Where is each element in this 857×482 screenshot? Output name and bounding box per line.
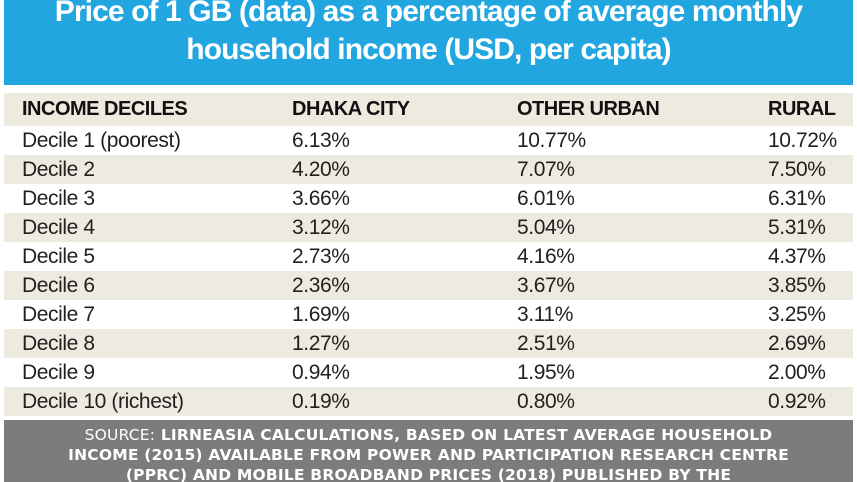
column-header-rural: RURAL (768, 98, 836, 120)
rural-value: 10.72% (768, 128, 837, 152)
other-urban-value: 6.01% (517, 186, 575, 210)
dhaka-city-value: 1.27% (292, 331, 350, 355)
dhaka-city-value: 0.94% (292, 360, 350, 384)
table-body: Decile 1 (poorest) 6.13% 10.77% 10.72% D… (4, 126, 853, 416)
source-line-3: (PPRC) AND MOBILE BROADBAND PRICES (2018… (125, 466, 732, 482)
rural-value: 0.92% (768, 389, 826, 413)
dhaka-city-value: 3.12% (292, 215, 350, 239)
other-urban-value: 1.95% (517, 360, 575, 384)
decile-label: Decile 5 (22, 244, 95, 268)
rural-value: 5.31% (768, 215, 826, 239)
rural-value: 3.25% (768, 302, 826, 326)
source-text-1: LIRNEASIA CALCULATIONS, BASED ON LATEST … (160, 426, 773, 444)
dhaka-city-value: 0.19% (292, 389, 350, 413)
table-row: Decile 10 (richest) 0.19% 0.80% 0.92% (4, 387, 853, 416)
decile-label: Decile 9 (22, 360, 95, 384)
title-banner: Price of 1 GB (data) as a percentage of … (4, 0, 853, 85)
column-header-dhaka-city: DHAKA CITY (292, 98, 410, 120)
table-header-row: INCOME DECILES DHAKA CITY OTHER URBAN RU… (4, 93, 853, 126)
table-row: Decile 9 0.94% 1.95% 2.00% (4, 358, 853, 387)
dhaka-city-value: 3.66% (292, 186, 350, 210)
table-row: Decile 1 (poorest) 6.13% 10.77% 10.72% (4, 126, 853, 155)
decile-label: Decile 4 (22, 215, 95, 239)
other-urban-value: 10.77% (517, 128, 586, 152)
other-urban-value: 3.11% (517, 302, 573, 326)
other-urban-value: 7.07% (517, 157, 575, 181)
income-deciles-table: INCOME DECILES DHAKA CITY OTHER URBAN RU… (4, 93, 853, 416)
table-row: Decile 6 2.36% 3.67% 3.85% (4, 271, 853, 300)
dhaka-city-value: 1.69% (292, 302, 350, 326)
table-row: Decile 2 4.20% 7.07% 7.50% (4, 155, 853, 184)
decile-label: Decile 6 (22, 273, 95, 297)
other-urban-value: 2.51% (517, 331, 575, 355)
decile-label: Decile 2 (22, 157, 95, 181)
dhaka-city-value: 4.20% (292, 157, 350, 181)
source-line-2: INCOME (2015) AVAILABLE FROM POWER AND P… (68, 446, 789, 464)
page-title-line-2: household income (USD, per capita) (186, 33, 671, 66)
source-label: SOURCE: (84, 426, 156, 444)
dhaka-city-value: 2.73% (292, 244, 350, 268)
decile-label: Decile 1 (poorest) (22, 128, 181, 152)
rural-value: 2.69% (768, 331, 826, 355)
rural-value: 2.00% (768, 360, 826, 384)
table-row: Decile 8 1.27% 2.51% 2.69% (4, 329, 853, 358)
decile-label: Decile 7 (22, 302, 95, 326)
other-urban-value: 4.16% (517, 244, 575, 268)
page-title-line-1: Price of 1 GB (data) as a percentage of … (54, 0, 803, 28)
rural-value: 4.37% (768, 244, 826, 268)
dhaka-city-value: 2.36% (292, 273, 350, 297)
source-line-1: SOURCE: LIRNEASIA CALCULATIONS, BASED ON… (4, 425, 853, 445)
rural-value: 3.85% (768, 273, 826, 297)
rural-value: 7.50% (768, 157, 826, 181)
column-header-other-urban: OTHER URBAN (517, 98, 660, 120)
other-urban-value: 5.04% (517, 215, 575, 239)
table-row: Decile 7 1.69% 3.11% 3.25% (4, 300, 853, 329)
decile-label: Decile 10 (richest) (22, 389, 184, 413)
other-urban-value: 3.67% (517, 273, 575, 297)
column-header-income-deciles: INCOME DECILES (22, 98, 188, 120)
table-row: Decile 4 3.12% 5.04% 5.31% (4, 213, 853, 242)
decile-label: Decile 8 (22, 331, 95, 355)
table-row: Decile 3 3.66% 6.01% 6.31% (4, 184, 853, 213)
table-row: Decile 5 2.73% 4.16% 4.37% (4, 242, 853, 271)
decile-label: Decile 3 (22, 186, 95, 210)
rural-value: 6.31% (768, 186, 826, 210)
other-urban-value: 0.80% (517, 389, 575, 413)
dhaka-city-value: 6.13% (292, 128, 350, 152)
source-footer: SOURCE: LIRNEASIA CALCULATIONS, BASED ON… (4, 420, 853, 482)
